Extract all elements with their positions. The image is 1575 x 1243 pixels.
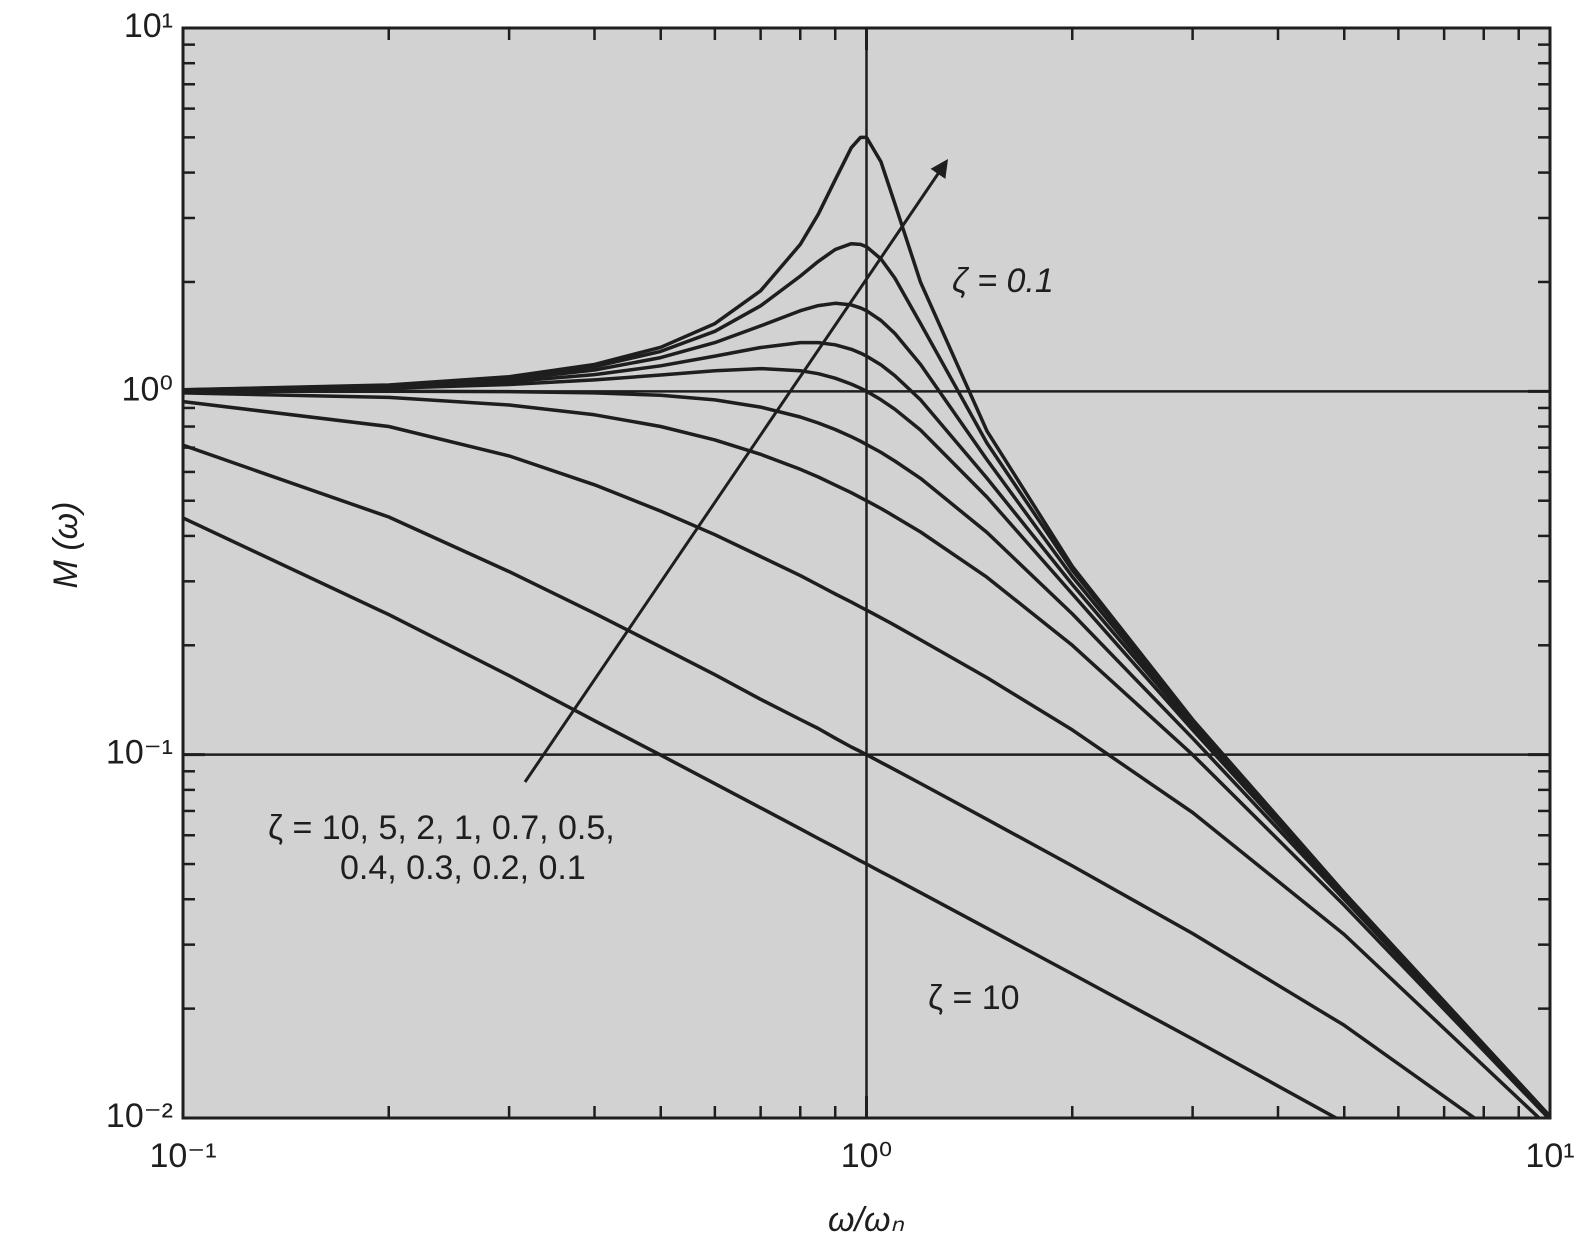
y-axis-label: M (ω) bbox=[47, 502, 85, 589]
y-tick-label: 10⁻² bbox=[106, 1097, 173, 1135]
curve bbox=[183, 135, 1550, 1118]
curve bbox=[183, 301, 1550, 1118]
curve bbox=[183, 366, 1550, 1118]
curve bbox=[183, 241, 1550, 1118]
y-tick-label: 10¹ bbox=[124, 7, 173, 45]
x-tick-label: 10⁰ bbox=[841, 1137, 892, 1175]
curve bbox=[183, 443, 1478, 1118]
x-tick-label: 10⁻¹ bbox=[149, 1137, 216, 1175]
annotation: 0.4, 0.3, 0.2, 0.1 bbox=[340, 849, 586, 887]
x-axis-label: ω/ωₙ bbox=[828, 1201, 904, 1239]
y-tick-label: 10⁻¹ bbox=[106, 734, 173, 772]
y-tick-label: 10⁰ bbox=[122, 370, 173, 408]
plot-layer bbox=[183, 28, 1550, 1118]
curve bbox=[183, 389, 1550, 1118]
curve bbox=[183, 516, 1340, 1118]
trend-arrow bbox=[523, 159, 949, 783]
x-tick-label: 10¹ bbox=[1525, 1137, 1574, 1175]
annotation: ζ = 0.1 bbox=[952, 262, 1054, 300]
annotation: ζ = 10, 5, 2, 1, 0.7, 0.5, bbox=[268, 809, 615, 847]
curve bbox=[183, 340, 1550, 1118]
curve bbox=[183, 399, 1542, 1118]
annotation: ζ = 10 bbox=[928, 979, 1020, 1017]
curve bbox=[183, 391, 1550, 1118]
